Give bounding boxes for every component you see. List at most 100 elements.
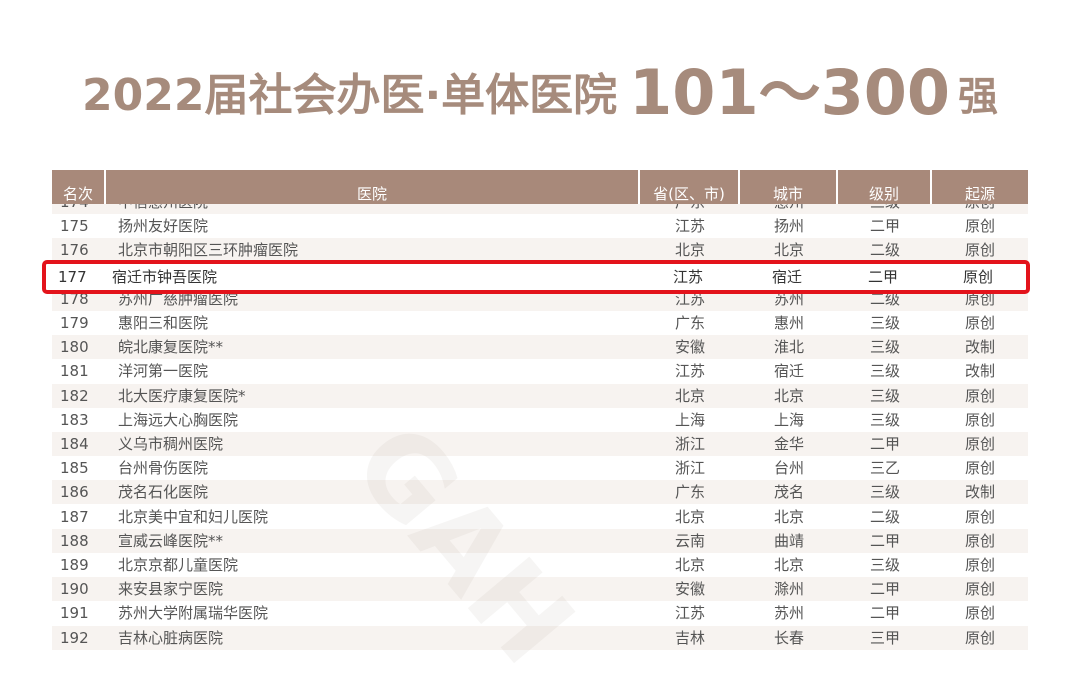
cell-province: 北京 bbox=[674, 556, 705, 574]
cell-origin: 原创 bbox=[964, 241, 995, 260]
cell-rank: 185 bbox=[60, 459, 89, 478]
cell-province: 江苏 bbox=[674, 362, 705, 381]
table-row: 188 宣威云峰医院** 云南 曲靖 二甲 原创 bbox=[52, 528, 1028, 553]
cell-level: 二甲 bbox=[869, 604, 900, 623]
cell-hospital: 北京京都儿童医院 bbox=[118, 556, 239, 574]
cell-province: 江苏 bbox=[674, 604, 705, 623]
cell-hospital: 惠阳三和医院 bbox=[118, 314, 209, 332]
title-main: 2022届社会办医·单体医院 bbox=[81, 70, 618, 121]
cell-origin: 原创 bbox=[964, 289, 995, 308]
cell-rank: 191 bbox=[60, 604, 89, 623]
cell-hospital: 吉林心脏病医院 bbox=[118, 628, 224, 647]
cell-origin: 原创 bbox=[964, 217, 995, 236]
cell-city: 滁州 bbox=[773, 580, 804, 599]
cell-city: 苏州 bbox=[773, 289, 804, 308]
table-row: 192 吉林心脏病医院 吉林 长春 三甲 原创 bbox=[52, 625, 1028, 650]
table-row: 190 来安县家宁医院 安徽 滁州 二甲 原创 bbox=[52, 577, 1028, 602]
cell-city: 惠州 bbox=[773, 314, 804, 332]
cell-level: 三级 bbox=[869, 483, 900, 502]
table-row: 184 义乌市稠州医院 浙江 金华 二甲 原创 bbox=[52, 432, 1028, 456]
cell-rank: 186 bbox=[60, 483, 89, 502]
cell-rank: 183 bbox=[60, 410, 89, 429]
cell-rank: 190 bbox=[60, 580, 89, 599]
cell-origin: 原创 bbox=[964, 314, 995, 332]
table-row: 181 洋河第一医院 江苏 宿迁 三级 改制 bbox=[52, 359, 1028, 383]
cell-province: 浙江 bbox=[674, 459, 705, 478]
cell-hospital: 上海远大心胸医院 bbox=[118, 410, 239, 429]
cell-level: 三级 bbox=[869, 314, 900, 332]
cell-hospital: 北京市朝阳区三环肿瘤医院 bbox=[118, 241, 299, 260]
cell-province: 江苏 bbox=[674, 289, 705, 308]
cell-rank: 175 bbox=[60, 217, 89, 236]
cell-origin: 原创 bbox=[964, 410, 995, 429]
table-row: 191 苏州大学附属瑞华医院 江苏 苏州 二甲 原创 bbox=[52, 601, 1028, 625]
table-row: 186 茂名石化医院 广东 茂名 三级 改制 bbox=[52, 480, 1028, 505]
highlight-cell-origin: 原创 bbox=[962, 268, 993, 286]
table-row: 183 上海远大心胸医院 上海 上海 三级 原创 bbox=[52, 408, 1028, 432]
highlight-cell-province: 江苏 bbox=[672, 268, 703, 286]
cell-level: 二甲 bbox=[869, 580, 900, 599]
cell-province: 安徽 bbox=[674, 580, 705, 599]
highlight-cell-level: 二甲 bbox=[867, 268, 898, 286]
cell-province: 吉林 bbox=[674, 628, 705, 647]
cell-rank: 192 bbox=[60, 628, 89, 647]
cell-origin: 原创 bbox=[964, 435, 995, 453]
cell-rank: 178 bbox=[60, 289, 89, 308]
cell-rank: 180 bbox=[60, 338, 89, 357]
table-header: 名次 医院 省(区、市) 城市 级别 起源 bbox=[52, 170, 1028, 204]
cell-hospital: 来安县家宁医院 bbox=[118, 580, 224, 599]
table-row: 187 北京美中宜和妇儿医院 北京 北京 二级 原创 bbox=[52, 505, 1028, 529]
table-row: 189 北京京都儿童医院 北京 北京 三级 原创 bbox=[52, 553, 1028, 577]
cell-province: 上海 bbox=[674, 410, 705, 429]
header-rank: 名次 bbox=[52, 170, 106, 204]
cell-origin: 原创 bbox=[964, 628, 995, 647]
cell-level: 三级 bbox=[869, 386, 900, 405]
cell-hospital: 扬州友好医院 bbox=[118, 217, 209, 236]
cell-hospital: 北京美中宜和妇儿医院 bbox=[118, 507, 269, 526]
cell-province: 广东 bbox=[674, 314, 705, 332]
cell-rank: 189 bbox=[60, 556, 89, 574]
cell-rank: 184 bbox=[60, 435, 89, 453]
cell-origin: 原创 bbox=[964, 604, 995, 623]
header-province: 省(区、市) bbox=[640, 170, 740, 204]
header-city: 城市 bbox=[740, 170, 838, 204]
title-suffix: 强 bbox=[958, 74, 999, 120]
page-title: 2022届社会办医·单体医院 101～300 强 bbox=[0, 42, 1080, 132]
cell-city: 淮北 bbox=[773, 338, 804, 357]
cell-level: 二甲 bbox=[869, 531, 900, 550]
cell-level: 二甲 bbox=[869, 217, 900, 236]
cell-rank: 188 bbox=[60, 531, 89, 550]
cell-city: 北京 bbox=[773, 556, 804, 574]
cell-rank: 187 bbox=[60, 507, 89, 526]
cell-hospital: 皖北康复医院** bbox=[118, 338, 224, 357]
cell-origin: 改制 bbox=[964, 483, 995, 502]
header-level: 级别 bbox=[838, 170, 932, 204]
cell-city: 北京 bbox=[773, 386, 804, 405]
cell-level: 二级 bbox=[869, 507, 900, 526]
highlight-cell-city: 宿迁 bbox=[771, 268, 802, 286]
cell-origin: 改制 bbox=[964, 362, 995, 381]
cell-city: 金华 bbox=[773, 435, 804, 453]
highlight-cell-hospital: 宿迁市钟吾医院 bbox=[112, 268, 218, 286]
cell-hospital: 台州骨伤医院 bbox=[118, 459, 209, 478]
highlighted-row: 177 宿迁市钟吾医院 江苏 宿迁 二甲 原创 bbox=[42, 260, 1030, 294]
highlight-cell-rank: 177 bbox=[58, 268, 87, 286]
cell-origin: 改制 bbox=[964, 338, 995, 357]
cell-origin: 原创 bbox=[964, 580, 995, 599]
cell-city: 扬州 bbox=[773, 217, 804, 236]
cell-province: 北京 bbox=[674, 507, 705, 526]
table-row: 179 惠阳三和医院 广东 惠州 三级 原创 bbox=[52, 311, 1028, 335]
cell-city: 长春 bbox=[773, 628, 804, 647]
cell-hospital: 义乌市稠州医院 bbox=[118, 435, 224, 453]
cell-origin: 原创 bbox=[964, 386, 995, 405]
cell-hospital: 苏州大学附属瑞华医院 bbox=[118, 604, 269, 623]
cell-level: 三级 bbox=[869, 556, 900, 574]
table-row: 182 北大医疗康复医院* 北京 北京 三级 原创 bbox=[52, 383, 1028, 408]
cell-hospital: 北大医疗康复医院* bbox=[118, 386, 246, 405]
cell-province: 浙江 bbox=[674, 435, 705, 453]
cell-city: 宿迁 bbox=[773, 362, 804, 381]
table-row: 185 台州骨伤医院 浙江 台州 三乙 原创 bbox=[52, 456, 1028, 480]
table-row: 176 北京市朝阳区三环肿瘤医院 北京 北京 二级 原创 bbox=[52, 238, 1028, 263]
cell-hospital: 洋河第一医院 bbox=[118, 362, 209, 381]
cell-rank: 179 bbox=[60, 314, 89, 332]
